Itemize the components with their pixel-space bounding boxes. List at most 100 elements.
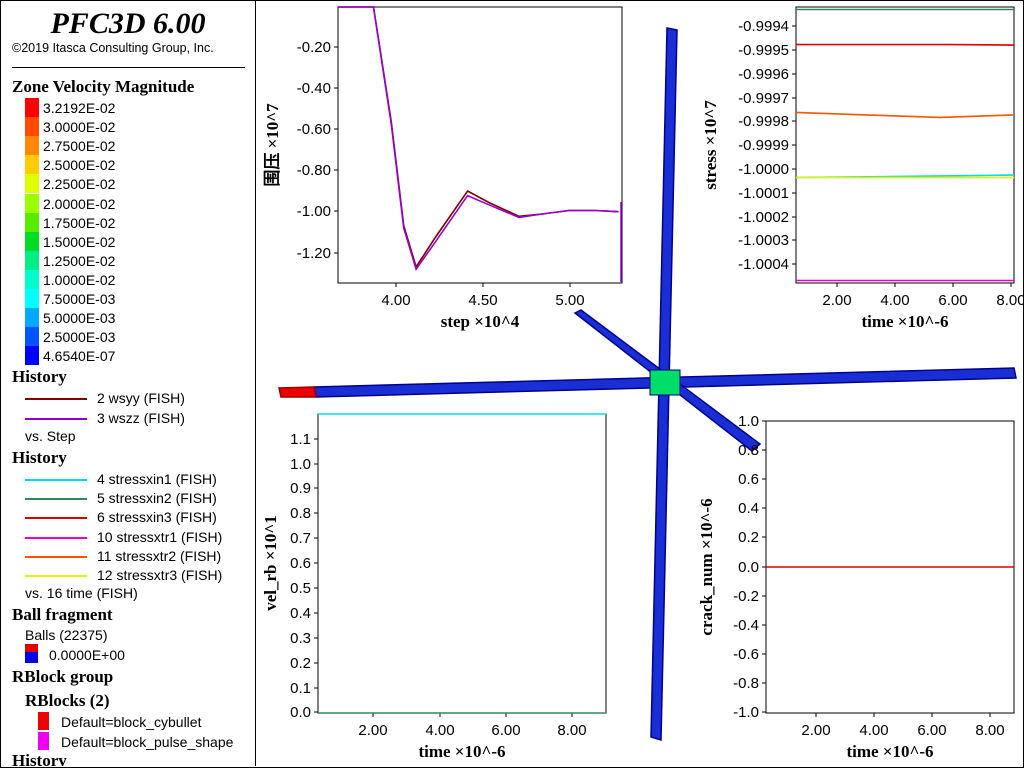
history2-line-swatch <box>25 536 87 539</box>
contour-label: 1.2500E-02 <box>43 252 116 269</box>
bullet <box>278 386 317 398</box>
model-view[interactable] <box>278 27 1017 742</box>
history1-vs: vs. Step <box>25 428 76 444</box>
rblock-swatch <box>38 731 49 750</box>
y-tick-label: 0.4 <box>738 500 759 517</box>
x-axis-label: time ×10^-6 <box>861 312 948 331</box>
ball-label: Balls (22375) <box>25 627 108 643</box>
history1-line-swatch <box>25 398 87 400</box>
chart-top-right: -0.9994 -0.9995 -0.9996 -0.9997 -0.9998 -0.99… <box>701 6 1024 331</box>
contour-swatch <box>25 308 39 328</box>
history2-label: 5 stressxin2 (FISH) <box>97 490 217 507</box>
series-line <box>796 43 1015 46</box>
y-tick-label: 1.1 <box>290 431 311 448</box>
y-tick-label: -1.0000 <box>738 161 789 178</box>
chart-bottom-right: 1.0 0.8 0.6 0.4 0.2 0.0 -0.2 -0.4 -0.6 -0.8 -1.0 2.… <box>697 413 1015 761</box>
y-axis-label: vel_rb ×10^1 <box>261 515 280 611</box>
legend-panel: PFC3D 6.00 ©2019 Itasca Consulting Group… <box>1 1 256 766</box>
y-tick-label: -1.0002 <box>738 209 789 226</box>
y-tick-label: 1.0 <box>290 456 311 473</box>
history1-label: 2 wsyy (FISH) <box>97 390 185 406</box>
y-tick-label: -0.9999 <box>738 137 789 154</box>
y-tick-label: 0.4 <box>290 605 311 622</box>
contour-label: 2.5000E-03 <box>43 329 116 346</box>
contour-label: 3.0000E-02 <box>43 119 116 136</box>
x-tick-label: 2.00 <box>358 722 387 739</box>
contour-label: 1.0000E-02 <box>43 271 116 288</box>
contour-swatch <box>25 193 39 213</box>
contour-swatch <box>25 136 39 156</box>
series-line <box>795 111 1015 119</box>
y-tick-label: 0.0 <box>738 559 759 576</box>
y-tick-label: -0.60 <box>297 121 331 138</box>
y-tick-label: -0.4 <box>733 617 759 634</box>
contour-swatch <box>25 250 39 270</box>
copyright: ©2019 Itasca Consulting Group, Inc. <box>12 41 214 55</box>
y-tick-label: -0.9995 <box>738 42 789 59</box>
x-tick-label: 6.00 <box>938 292 967 309</box>
y-tick-label: 0.0 <box>290 704 311 721</box>
rblock-subtitle: RBlocks (2) <box>25 691 110 710</box>
y-tick-label: 0.8 <box>738 442 759 459</box>
y-tick-label: 1.0 <box>738 413 759 430</box>
x-tick-label: 4.00 <box>425 722 454 739</box>
history2-label: 12 stressxtr3 (FISH) <box>97 567 223 583</box>
x-axis-label: step ×10^4 <box>441 312 520 331</box>
ball-value: 0.0000E+00 <box>49 647 125 663</box>
rblock-label: Default=block_pulse_shape <box>61 733 234 750</box>
y-tick-label: -1.0004 <box>738 256 789 273</box>
y-tick-label: 0.6 <box>290 555 311 572</box>
x-tick-label: 2.00 <box>822 292 851 309</box>
contour-label: 4.6540E-07 <box>43 348 116 365</box>
contour-label: 2.5000E-02 <box>43 157 116 174</box>
y-tick-label: -0.20 <box>297 39 331 56</box>
history3-title: History <box>12 751 67 766</box>
x-axis-label: time ×10^-6 <box>418 742 505 761</box>
x-tick-label: 2.00 <box>801 722 830 739</box>
y-tick-label: -0.9994 <box>738 18 789 35</box>
rblock-swatch <box>38 712 49 730</box>
rblock-label: Default=block_cybullet <box>61 714 202 730</box>
y-tick-label: -0.40 <box>297 80 331 97</box>
x-tick-label: 4.00 <box>859 722 888 739</box>
chart-frame <box>337 6 623 284</box>
y-tick-label: -0.8 <box>733 675 759 692</box>
contour-swatch <box>25 231 39 251</box>
x-tick-label: 4.00 <box>381 292 410 309</box>
contour-swatch <box>25 269 39 289</box>
joint <box>649 369 681 396</box>
contour-label: 5.0000E-03 <box>43 310 116 327</box>
y-tick-label: 0.2 <box>738 529 759 546</box>
y-tick-label: 0.3 <box>290 630 311 647</box>
history2-line-swatch <box>25 555 87 558</box>
contour-swatch <box>25 212 39 232</box>
series-line <box>338 6 619 272</box>
x-tick-label: 8.00 <box>557 722 586 739</box>
y-tick-label: -0.6 <box>733 646 759 663</box>
history2-line-swatch <box>25 517 87 520</box>
y-tick-label: -1.20 <box>297 245 331 262</box>
x-tick-label: 8.00 <box>996 292 1024 309</box>
ball-swatch-red <box>25 644 38 652</box>
x-tick-label: 6.00 <box>917 722 946 739</box>
y-tick-label: 0.9 <box>290 480 311 497</box>
history2-label: 11 stressxtr2 (FISH) <box>97 547 222 564</box>
contour-label: 2.0000E-02 <box>43 195 116 212</box>
y-tick-label: 0.6 <box>738 471 759 488</box>
y-tick-label: 0.1 <box>290 680 311 697</box>
x-tick-label: 4.00 <box>880 292 909 309</box>
contour-swatch <box>25 289 39 308</box>
ball-swatch-blue <box>25 652 38 663</box>
y-tick-label: 0.7 <box>290 530 311 547</box>
y-tick-label: -0.9998 <box>738 113 789 130</box>
contour-label: 1.7500E-02 <box>43 214 116 231</box>
x-axis-label: time ×10^-6 <box>846 742 933 761</box>
contour-swatch <box>25 98 39 117</box>
y-tick-label: -0.9997 <box>738 90 789 107</box>
contour-label: 2.7500E-02 <box>43 138 116 155</box>
chart-frame <box>317 413 607 714</box>
chart-bottom-left: 1.1 1.0 0.9 0.8 0.7 0.6 0.5 0.4 0.3 0.2 0.1 0.0 2.00… <box>261 413 607 761</box>
history1-title: History <box>12 367 67 386</box>
y-axis-label: crack_num ×10^-6 <box>697 498 716 635</box>
